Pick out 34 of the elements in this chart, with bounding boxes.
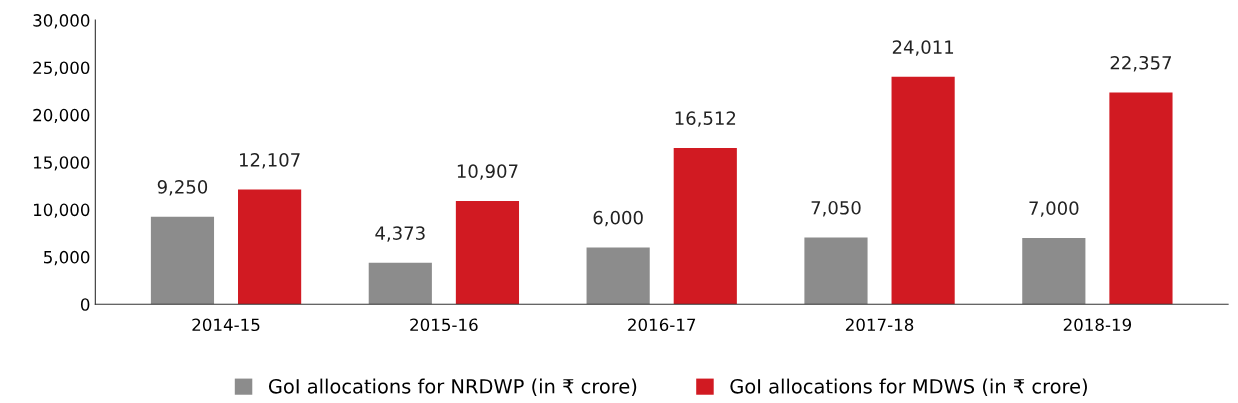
y-tick-label: 30,000 bbox=[33, 14, 90, 29]
bar bbox=[1022, 237, 1086, 305]
y-tick-label: 0 bbox=[80, 298, 90, 311]
data-label: 22,357 bbox=[1110, 55, 1172, 72]
y-tick-label: 5,000 bbox=[44, 250, 90, 266]
data-label: 4,373 bbox=[375, 226, 425, 242]
data-label: 9,250 bbox=[157, 180, 208, 196]
x-tick-label: 2017-18 bbox=[845, 318, 914, 332]
x-tick-label: 2016-17 bbox=[628, 318, 696, 332]
x-tick-label: 2014-15 bbox=[192, 318, 260, 332]
data-label: 12,107 bbox=[239, 153, 300, 169]
legend-label: GoI allocations for MDWS (in ₹ crore) bbox=[730, 378, 1087, 396]
data-label: 10,907 bbox=[457, 164, 518, 180]
bar bbox=[455, 200, 520, 305]
bar bbox=[1109, 92, 1173, 305]
bar bbox=[368, 262, 432, 305]
bar bbox=[804, 237, 868, 305]
y-tick-label: 20,000 bbox=[33, 108, 90, 124]
data-label: 7,050 bbox=[811, 200, 861, 217]
legend-label: GoI allocations for NRDWP (in ₹ crore) bbox=[268, 378, 637, 396]
bar bbox=[150, 216, 215, 305]
y-tick-label: 15,000 bbox=[33, 156, 90, 171]
bar bbox=[673, 147, 737, 305]
x-tick-label: 2018-19 bbox=[1063, 318, 1132, 332]
y-tick-label: 25,000 bbox=[33, 61, 90, 76]
data-label: 16,512 bbox=[675, 111, 736, 127]
data-label: 6,000 bbox=[593, 210, 643, 227]
x-tick-label: 2015-16 bbox=[410, 318, 478, 332]
data-label: 7,000 bbox=[1029, 201, 1079, 217]
data-label: 24,011 bbox=[892, 40, 954, 56]
y-tick-label: 10,000 bbox=[33, 203, 90, 218]
bar bbox=[891, 76, 955, 305]
bar bbox=[238, 189, 302, 305]
bar bbox=[586, 247, 650, 305]
